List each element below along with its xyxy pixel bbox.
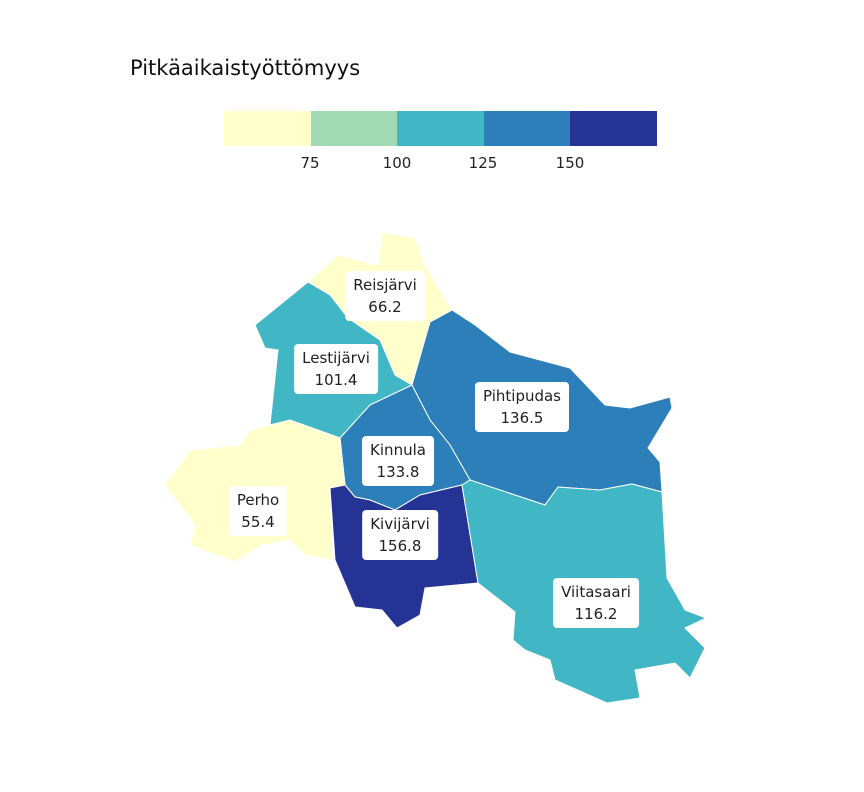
label-viitasaari-name: Viitasaari xyxy=(561,583,631,601)
label-pihtipudas-name: Pihtipudas xyxy=(483,387,561,405)
label-reisjarvi-name: Reisjärvi xyxy=(353,276,417,294)
label-kivijarvi-value: 156.8 xyxy=(378,537,422,555)
label-perho: Perho 55.4 xyxy=(228,486,288,536)
label-kivijarvi-name: Kivijärvi xyxy=(370,515,430,533)
label-perho-value: 55.4 xyxy=(241,513,275,531)
color-legend xyxy=(224,111,657,146)
legend-tick-150: 150 xyxy=(555,154,585,172)
label-kinnula-value: 133.8 xyxy=(376,463,420,481)
map-title: Pitkäaikaistyöttömyys xyxy=(130,56,361,80)
legend-tick-125: 125 xyxy=(468,154,498,172)
label-viitasaari: Viitasaari 116.2 xyxy=(553,578,639,628)
legend-tick-100: 100 xyxy=(382,154,412,172)
label-perho-name: Perho xyxy=(236,491,280,509)
legend-swatch-4 xyxy=(483,111,571,146)
label-kinnula: Kinnula 133.8 xyxy=(362,436,434,486)
label-kivijarvi: Kivijärvi 156.8 xyxy=(362,510,438,560)
legend-swatch-5 xyxy=(570,111,657,146)
label-pihtipudas: Pihtipudas 136.5 xyxy=(475,382,569,432)
legend-tick-75: 75 xyxy=(300,154,320,172)
label-viitasaari-value: 116.2 xyxy=(574,605,618,623)
legend-swatch-1 xyxy=(224,111,311,146)
label-lestijarvi: Lestijärvi 101.4 xyxy=(294,344,378,394)
label-reisjarvi: Reisjärvi 66.2 xyxy=(345,271,425,321)
label-lestijarvi-name: Lestijärvi xyxy=(302,349,370,367)
legend-swatch-3 xyxy=(397,111,484,146)
label-reisjarvi-value: 66.2 xyxy=(368,298,402,316)
legend-swatch-2 xyxy=(310,111,398,146)
label-pihtipudas-value: 136.5 xyxy=(500,409,544,427)
label-kinnula-name: Kinnula xyxy=(370,441,426,459)
label-lestijarvi-value: 101.4 xyxy=(314,371,358,389)
